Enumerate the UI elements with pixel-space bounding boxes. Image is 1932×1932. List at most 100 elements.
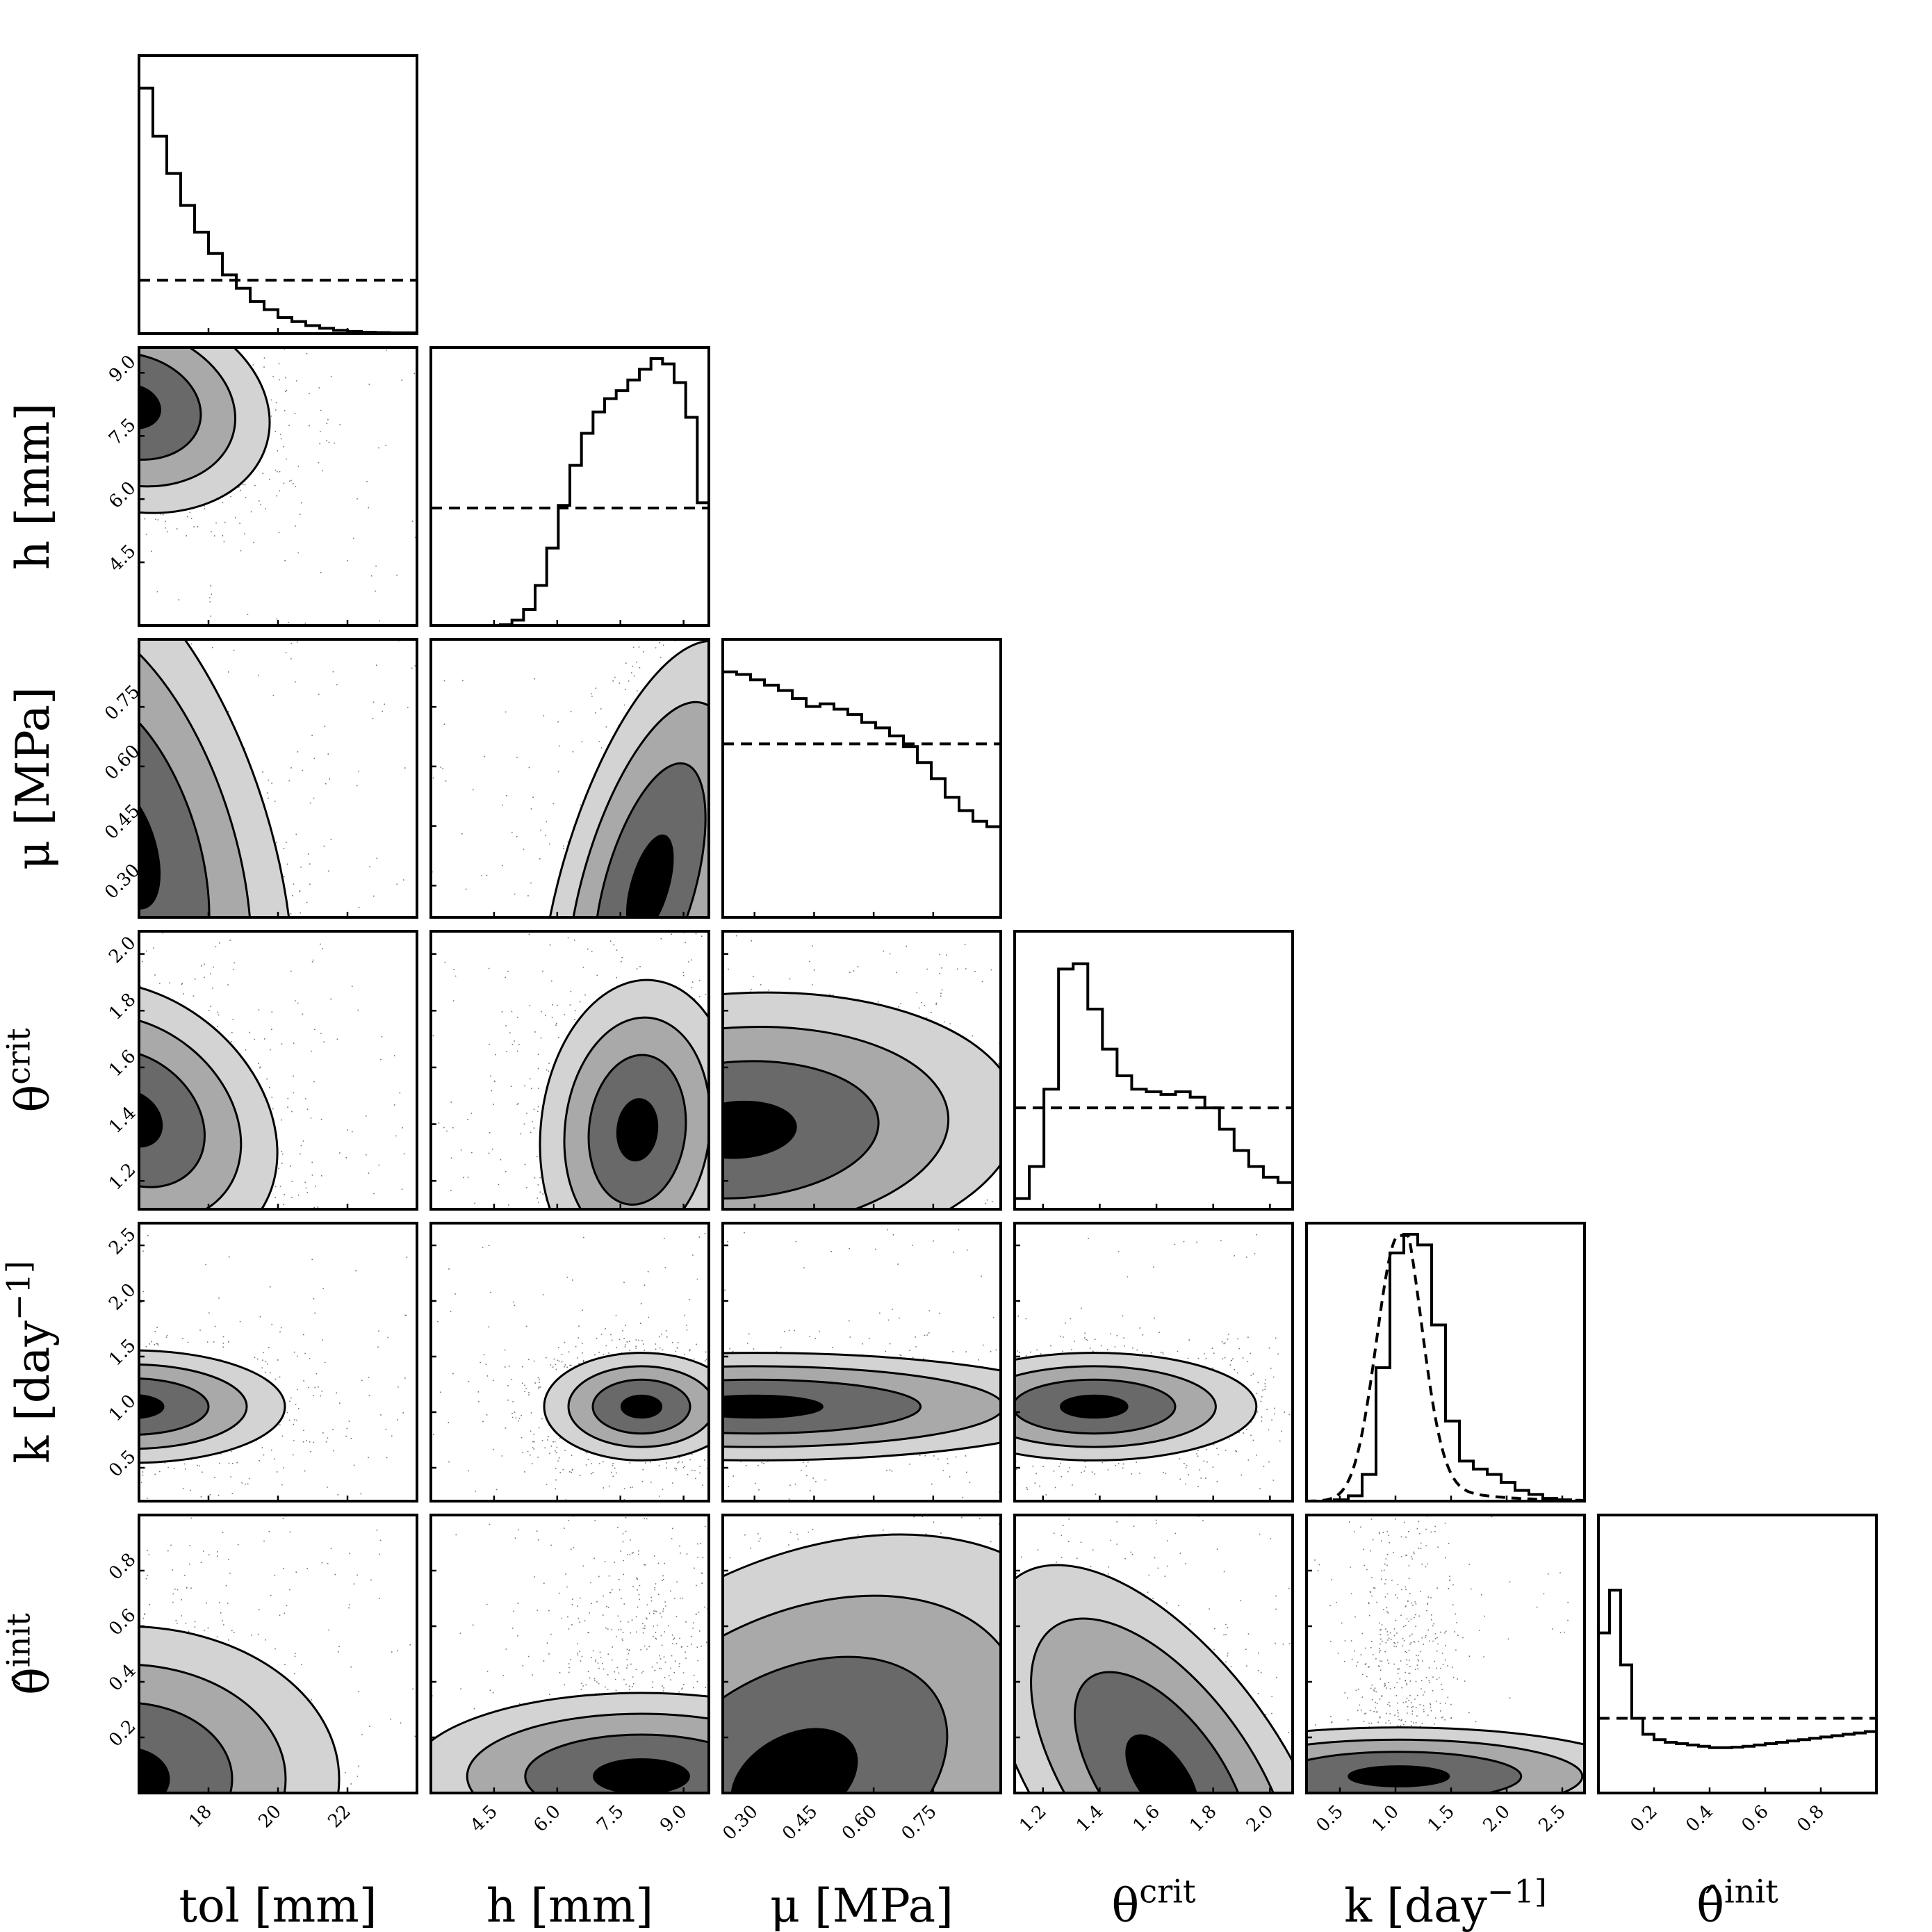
axis-title-theta_init: θ̂init xyxy=(1696,1872,1778,1932)
x-tick-label-h: 6.0 xyxy=(530,1801,564,1836)
contour-level-4 xyxy=(625,834,674,917)
y-tick-label-k: 0.5 xyxy=(105,1446,140,1481)
y-tick-label-theta_init: 0.4 xyxy=(105,1660,140,1695)
y-tick-label-h: 4.5 xyxy=(105,541,140,575)
axis-title-theta_crit: θcrit xyxy=(0,1028,60,1112)
panel-frame xyxy=(1305,1222,1586,1503)
y-tick-label-theta_init: 0.6 xyxy=(105,1605,140,1639)
histogram-steps-k xyxy=(1307,1233,1585,1501)
x-tick-label-h: 7.5 xyxy=(593,1801,628,1836)
y-tick-label-theta_crit: 1.8 xyxy=(105,989,140,1024)
contour-level-3 xyxy=(139,1377,210,1436)
x-tick-label-k: 2.5 xyxy=(1534,1801,1569,1836)
panel-frame xyxy=(429,1514,710,1794)
axis-title-mu: μ [MPa] xyxy=(770,1879,953,1932)
panel-frame xyxy=(1305,1514,1586,1794)
scatter-panel-tol-theta_init xyxy=(138,1514,418,1794)
histogram-panel-theta_crit xyxy=(1013,930,1294,1211)
panel-frame xyxy=(721,1222,1002,1503)
contour-level-3 xyxy=(139,352,202,461)
x-tick-label-tol: 20 xyxy=(254,1801,286,1833)
axis-title-theta_crit: θcrit xyxy=(1111,1872,1195,1932)
axis-title-k: k [day−1] xyxy=(0,1261,60,1464)
axis-title-h: h [mm] xyxy=(486,1879,653,1932)
x-tick-label-h: 4.5 xyxy=(466,1801,501,1836)
contour-level-4 xyxy=(139,1394,165,1419)
scatter-panel-theta_crit-k xyxy=(1013,1222,1294,1503)
panel-frame xyxy=(429,930,710,1211)
contour-level-4 xyxy=(139,1748,170,1793)
contour-level-4 xyxy=(139,1089,163,1148)
contour-level-1 xyxy=(139,639,295,917)
contour-level-4 xyxy=(1060,1394,1129,1419)
scatter-panel-tol-mu xyxy=(138,638,418,919)
axis-title-tol: tol [mm] xyxy=(179,1879,377,1932)
scatter-panel-h-k xyxy=(429,1222,710,1503)
panel-frame xyxy=(1013,1514,1294,1794)
contour-level-4 xyxy=(616,1098,659,1162)
contour-level-4 xyxy=(1348,1765,1450,1787)
scatter-panel-h-theta_crit xyxy=(429,930,710,1211)
x-tick-label-theta_init: 0.4 xyxy=(1682,1801,1717,1836)
contour-level-4 xyxy=(723,1100,797,1159)
x-tick-label-h: 9.0 xyxy=(656,1801,691,1836)
contour-level-4 xyxy=(1125,1734,1200,1793)
x-tick-label-theta_crit: 1.8 xyxy=(1186,1801,1220,1836)
scatter-panel-mu-theta_init xyxy=(721,1514,1002,1794)
panel-frame xyxy=(721,1514,1002,1794)
y-tick-label-theta_crit: 2.0 xyxy=(105,933,140,967)
histogram-steps-tol xyxy=(139,86,417,334)
contour-level-3 xyxy=(139,691,211,917)
histogram-steps-theta_init xyxy=(1598,1589,1876,1749)
contour-level-4 xyxy=(620,1394,663,1419)
histogram-panel-tol xyxy=(138,54,418,335)
y-tick-label-theta_crit: 1.4 xyxy=(105,1103,140,1138)
y-tick-label-k: 1.5 xyxy=(105,1335,140,1370)
axis-title-mu: μ [MPa] xyxy=(6,687,60,870)
x-tick-label-mu: 0.60 xyxy=(838,1801,881,1844)
contour-level-4 xyxy=(730,1728,858,1793)
axis-title-k: k [day−1] xyxy=(1344,1872,1547,1932)
axis-title-theta_init: θ̂init xyxy=(0,1613,60,1695)
scatter-panel-theta_crit-theta_init xyxy=(1013,1514,1294,1794)
x-tick-label-theta_crit: 1.2 xyxy=(1015,1801,1050,1836)
x-tick-label-tol: 18 xyxy=(185,1801,216,1833)
histogram-steps-mu xyxy=(723,670,1001,828)
contour-level-4 xyxy=(139,383,161,429)
panel-frame xyxy=(721,930,1002,1211)
scatter-panel-mu-theta_crit xyxy=(721,930,1002,1211)
y-tick-label-k: 1.0 xyxy=(105,1391,140,1425)
contour-level-4 xyxy=(593,1758,690,1793)
scatter-panel-k-theta_init xyxy=(1305,1514,1586,1794)
scatter-panel-h-theta_init xyxy=(429,1514,710,1794)
y-tick-label-k: 2.0 xyxy=(105,1279,140,1314)
panel-frame xyxy=(1013,1222,1294,1503)
contour-level-3 xyxy=(139,1049,206,1188)
x-tick-label-theta_init: 0.2 xyxy=(1626,1801,1661,1836)
histogram-steps-theta_crit xyxy=(1015,962,1293,1200)
panel-frame xyxy=(429,1222,710,1503)
y-tick-label-k: 2.5 xyxy=(105,1224,140,1259)
x-tick-label-theta_init: 0.6 xyxy=(1737,1801,1772,1836)
histogram-panel-h xyxy=(429,346,710,627)
x-tick-label-mu: 0.45 xyxy=(778,1801,821,1844)
histogram-panel-k xyxy=(1305,1222,1586,1503)
x-tick-label-theta_crit: 2.0 xyxy=(1243,1801,1277,1836)
y-tick-label-theta_init: 0.8 xyxy=(105,1549,140,1584)
panel-frame xyxy=(1597,1514,1878,1794)
x-tick-label-k: 2.0 xyxy=(1479,1801,1514,1836)
x-tick-label-theta_crit: 1.4 xyxy=(1072,1801,1107,1836)
y-tick-label-h: 6.0 xyxy=(105,477,140,512)
y-tick-label-theta_crit: 1.6 xyxy=(105,1046,140,1081)
x-tick-label-theta_init: 0.8 xyxy=(1793,1801,1828,1836)
histogram-panel-mu xyxy=(721,638,1002,919)
panel-frame xyxy=(1013,930,1294,1211)
y-tick-label-theta_init: 0.2 xyxy=(105,1716,140,1751)
y-tick-label-h: 9.0 xyxy=(105,351,140,386)
contour-level-4 xyxy=(723,1394,824,1419)
scatter-panel-tol-k xyxy=(138,1222,418,1503)
panel-frame xyxy=(429,638,710,919)
scatter-panel-mu-k xyxy=(721,1222,1002,1503)
panel-frame xyxy=(721,638,1002,919)
